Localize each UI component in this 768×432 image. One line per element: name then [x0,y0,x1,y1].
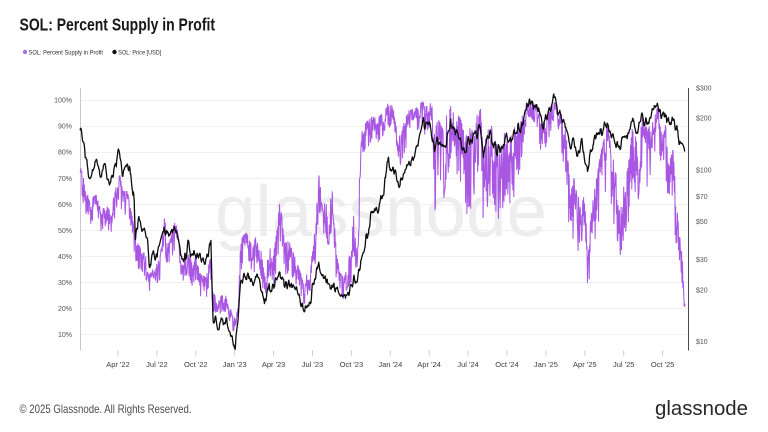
svg-text:$200: $200 [696,116,712,123]
svg-text:Jul '23: Jul '23 [302,360,323,369]
svg-text:Apr '23: Apr '23 [262,360,286,369]
svg-text:Jul '22: Jul '22 [146,360,167,369]
svg-text:20%: 20% [58,306,72,313]
svg-text:Jan '25: Jan '25 [534,360,558,369]
svg-text:Jul '25: Jul '25 [613,360,634,369]
svg-text:30%: 30% [58,280,72,287]
svg-text:© 2025 Glassnode. All Rights R: © 2025 Glassnode. All Rights Reserved. [20,402,192,416]
svg-text:Apr '25: Apr '25 [573,360,597,369]
svg-text:50%: 50% [58,228,72,235]
svg-text:Apr '24: Apr '24 [417,360,441,369]
svg-text:60%: 60% [58,202,72,209]
svg-text:Oct '25: Oct '25 [651,360,675,369]
svg-text:$10: $10 [696,339,708,346]
svg-text:$100: $100 [696,167,712,174]
svg-text:SOL: Percent Supply in Profit: SOL: Percent Supply in Profit [20,15,216,35]
svg-text:$50: $50 [696,219,708,226]
svg-text:SOL: Percent Supply in Profit: SOL: Percent Supply in Profit [29,49,104,56]
svg-text:Apr '22: Apr '22 [106,360,130,369]
svg-text:Oct '23: Oct '23 [340,360,364,369]
svg-text:$300: $300 [696,85,712,92]
svg-text:Jan '23: Jan '23 [223,360,247,369]
svg-text:90%: 90% [58,124,72,131]
svg-text:$30: $30 [696,257,708,264]
svg-text:$20: $20 [696,288,708,295]
svg-text:glassnode: glassnode [655,398,748,420]
svg-text:10%: 10% [58,332,72,339]
svg-text:70%: 70% [58,176,72,183]
svg-text:80%: 80% [58,150,72,157]
svg-text:Oct '24: Oct '24 [495,360,519,369]
svg-text:Jul '24: Jul '24 [457,360,478,369]
svg-text:Jan '24: Jan '24 [378,360,402,369]
svg-text:$70: $70 [696,194,708,201]
svg-text:40%: 40% [58,254,72,261]
svg-text:Oct '22: Oct '22 [184,360,208,369]
svg-text:SOL: Price [USD]: SOL: Price [USD] [118,49,161,56]
svg-text:glassnode: glassnode [215,172,547,252]
svg-text:100%: 100% [54,98,72,105]
